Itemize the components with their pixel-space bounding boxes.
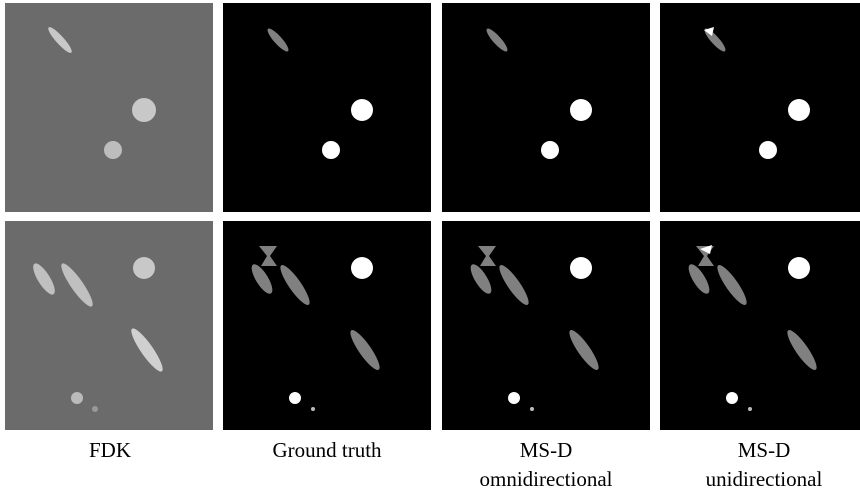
caption: Ground truth (272, 438, 382, 462)
image (5, 221, 213, 430)
image (223, 221, 431, 430)
image (442, 3, 650, 212)
image (223, 3, 431, 212)
caption: omnidirectional (480, 467, 613, 491)
caption: FDK (89, 438, 131, 462)
page: FDK Ground truth MS-D omnidirectional MS… (0, 0, 860, 496)
caption: unidirectional (706, 467, 823, 491)
caption: MS-D (520, 438, 573, 462)
image (660, 221, 860, 430)
captions: FDK Ground truth MS-D omnidirectional MS… (89, 438, 822, 491)
image (5, 3, 213, 212)
image (660, 3, 860, 212)
image (442, 221, 650, 430)
image-grid (5, 3, 860, 430)
figure: FDK Ground truth MS-D omnidirectional MS… (0, 0, 860, 496)
caption: MS-D (738, 438, 791, 462)
